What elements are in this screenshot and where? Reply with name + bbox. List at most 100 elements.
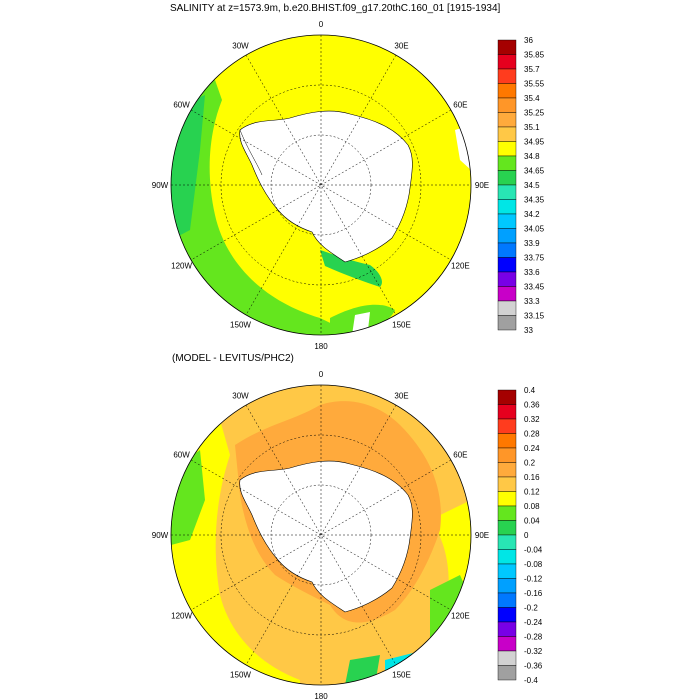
colorbar-swatch — [497, 404, 517, 420]
lon-label: 150E — [392, 320, 411, 329]
lon-label: 90W — [152, 181, 169, 190]
colorbar-label: 34.65 — [524, 167, 545, 176]
colorbar-swatch — [497, 491, 517, 507]
lon-label: 150W — [230, 670, 251, 679]
colorbar-top: 36 35.85 35.7 35.55 35.4 35.25 35.1 34.95 34.8 34… — [497, 36, 545, 335]
colorbar-swatch — [497, 155, 517, 171]
lon-label: 0 — [319, 20, 324, 29]
colorbar-label: -0.32 — [524, 647, 543, 656]
colorbar-swatch — [497, 563, 517, 579]
colorbar-label: 35.7 — [524, 65, 540, 74]
lon-label: 90E — [475, 181, 489, 190]
colorbar-label: -0.04 — [524, 546, 543, 555]
colorbar-label: 0.08 — [524, 502, 540, 511]
colorbar-label: 34.5 — [524, 181, 540, 190]
colorbar-label: 33.3 — [524, 297, 540, 306]
colorbar-label: 35.55 — [524, 80, 545, 89]
panel2-title: (MODEL - LEVITUS/PHC2) — [172, 353, 294, 364]
colorbar-swatch — [497, 242, 517, 258]
colorbar-label: -0.2 — [524, 604, 538, 613]
polar-map-top: 0 30E 60E 90E 120E 150E 180 150W 120W 90W 60W 30W — [152, 20, 489, 351]
colorbar-label: 33.6 — [524, 268, 540, 277]
colorbar-swatch — [497, 170, 517, 186]
colorbar-swatch — [497, 447, 517, 463]
colorbar-label: -0.24 — [524, 618, 543, 627]
colorbar-label: 0.32 — [524, 415, 540, 424]
colorbar-label: 0.4 — [524, 386, 536, 395]
longitude-labels: 0 30E 60E 90E 120E 150E 180 150W 120W 90W 60W 30W — [152, 20, 489, 351]
lon-label: 60E — [453, 101, 467, 110]
colorbar-swatch — [497, 636, 517, 652]
lon-label: 150W — [230, 320, 251, 329]
lon-label: 120W — [171, 612, 192, 621]
lon-label: 30E — [394, 42, 408, 51]
colorbar-label: 34.8 — [524, 152, 540, 161]
ross-sea-patch — [320, 250, 382, 287]
lon-label: 60W — [173, 451, 190, 460]
antarctica-landmass — [239, 110, 413, 263]
colorbar-swatch — [497, 300, 517, 316]
colorbar-swatch — [497, 315, 517, 331]
lon-label: 120E — [451, 612, 470, 621]
colorbar-label: 33.15 — [524, 312, 545, 321]
western-land — [180, 75, 200, 100]
colorbar-label: 35.85 — [524, 51, 545, 60]
antarctica-landmass — [239, 460, 413, 613]
colorbar-swatch — [497, 257, 517, 273]
lon-label: 60W — [173, 101, 190, 110]
colorbar-swatch — [497, 578, 517, 594]
colorbar-label: 0.16 — [524, 473, 540, 482]
map-border — [170, 34, 472, 336]
colorbar-label: 34.35 — [524, 196, 545, 205]
colorbar-swatch — [497, 68, 517, 84]
lon-label: 0 — [319, 370, 324, 379]
colorbar-label: 34.95 — [524, 138, 545, 147]
panel1-title: SALINITY at z=1573.9m, b.e20.BHIST.f09_g… — [170, 3, 501, 14]
lon-label: 30W — [232, 392, 249, 401]
colorbar-label: -0.36 — [524, 662, 543, 671]
colorbar-label: 0.2 — [524, 459, 536, 468]
colorbar-label: 35.4 — [524, 94, 540, 103]
colorbar-swatch — [497, 665, 517, 681]
colorbar-label: -0.12 — [524, 575, 543, 584]
colorbar-swatch — [497, 126, 517, 142]
colorbar-swatch — [497, 112, 517, 128]
colorbar-swatch — [497, 286, 517, 302]
colorbar-swatch — [497, 213, 517, 229]
colorbar-label: 0.36 — [524, 401, 540, 410]
colorbar-swatch — [497, 520, 517, 536]
colorbar-swatch — [497, 83, 517, 99]
colorbar-label: 33 — [524, 326, 533, 335]
colorbar-label: 35.25 — [524, 109, 545, 118]
lon-label: 180 — [314, 692, 328, 700]
colorbar-label: 0.28 — [524, 430, 540, 439]
graticule — [171, 35, 471, 335]
lon-label: 90W — [152, 531, 169, 540]
lon-label: 90E — [475, 531, 489, 540]
colorbar-swatch — [497, 418, 517, 434]
lon-label: 150E — [392, 670, 411, 679]
colorbar-swatch — [497, 97, 517, 113]
colorbar-swatch — [497, 389, 517, 405]
colorbar-swatch — [497, 199, 517, 215]
map-border — [170, 384, 472, 686]
colorbar-label: 0.04 — [524, 517, 540, 526]
colorbar-swatch — [497, 650, 517, 666]
high-salinity-band-west — [171, 80, 355, 335]
colorbar-swatch — [497, 141, 517, 157]
colorbar-label: 36 — [524, 36, 533, 45]
colorbar-bottom: 0.4 0.36 0.32 0.28 0.24 0.2 0.16 0.12 0.08 0.04 0 -… — [497, 386, 543, 685]
colorbar-swatch — [497, 476, 517, 492]
colorbar-label: -0.28 — [524, 633, 543, 642]
polar-map-bottom: 0 30E 60E 90E 120E 150E 180 150W 120W 90W 60W 30W — [152, 370, 489, 700]
colorbar-swatch — [497, 462, 517, 478]
colorbar-label: 0.12 — [524, 488, 540, 497]
colorbar-label: 34.2 — [524, 210, 540, 219]
colorbar-swatch — [497, 39, 517, 55]
colorbar-label: 0.24 — [524, 444, 540, 453]
lon-label: 120E — [451, 262, 470, 271]
colorbar-label: -0.4 — [524, 676, 538, 685]
colorbar-label: 33.45 — [524, 283, 545, 292]
lon-label: 120W — [171, 262, 192, 271]
